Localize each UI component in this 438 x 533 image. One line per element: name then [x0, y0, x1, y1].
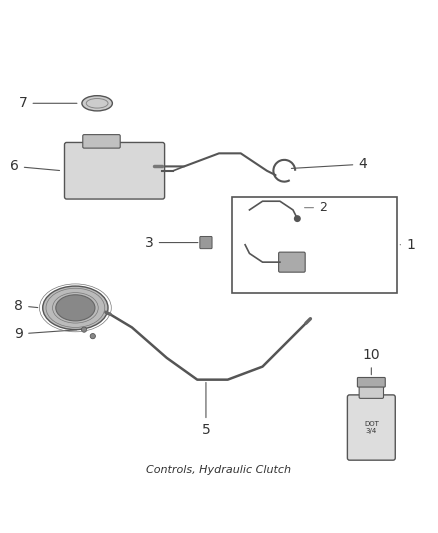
FancyBboxPatch shape — [347, 395, 395, 460]
Ellipse shape — [82, 96, 113, 111]
FancyBboxPatch shape — [200, 237, 212, 249]
Circle shape — [81, 327, 87, 332]
Bar — [232, 197, 397, 293]
FancyBboxPatch shape — [359, 385, 384, 398]
FancyBboxPatch shape — [64, 142, 165, 199]
FancyBboxPatch shape — [357, 377, 385, 387]
Circle shape — [90, 334, 95, 339]
Text: 9: 9 — [14, 327, 77, 341]
Text: 7: 7 — [19, 96, 77, 110]
Text: 5: 5 — [201, 383, 210, 437]
Text: 10: 10 — [363, 348, 380, 375]
Ellipse shape — [56, 295, 95, 321]
Text: Controls, Hydraulic Clutch: Controls, Hydraulic Clutch — [146, 465, 292, 475]
Circle shape — [294, 215, 301, 222]
Text: 6: 6 — [10, 159, 60, 173]
Text: DOT
3/4: DOT 3/4 — [364, 421, 379, 434]
FancyBboxPatch shape — [83, 135, 120, 148]
Text: 2: 2 — [304, 201, 327, 214]
Text: 1: 1 — [400, 238, 415, 252]
Text: 8: 8 — [14, 298, 38, 313]
Ellipse shape — [43, 286, 108, 329]
Text: 3: 3 — [145, 236, 198, 249]
FancyBboxPatch shape — [279, 252, 305, 272]
Text: 4: 4 — [291, 157, 367, 171]
